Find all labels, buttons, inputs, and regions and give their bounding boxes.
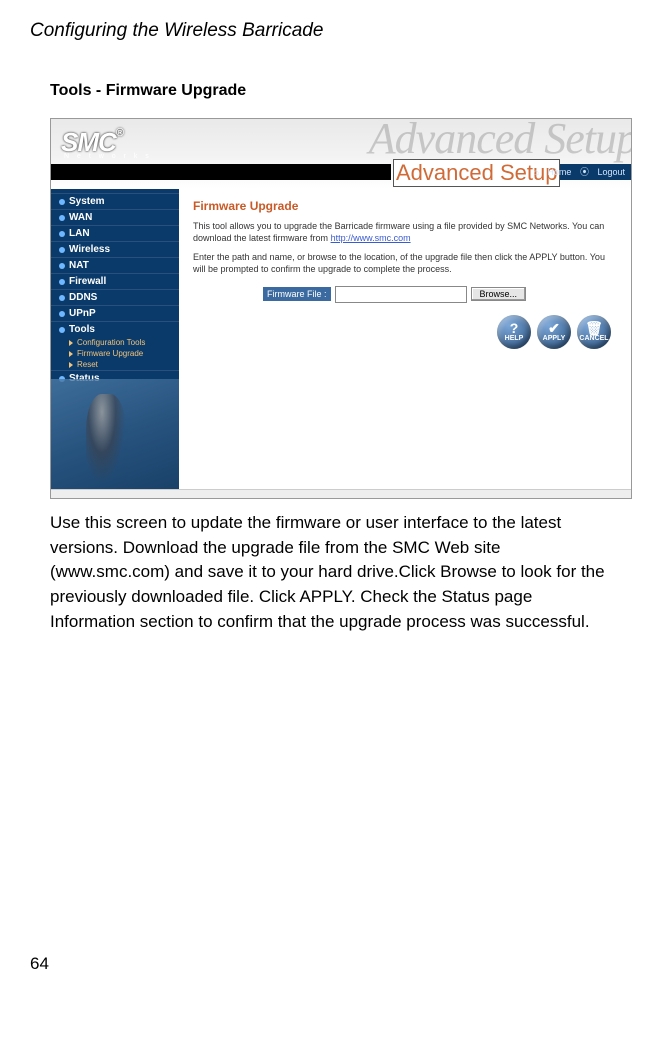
- nav-label: DDNS: [69, 292, 97, 303]
- nav-label: Wireless: [69, 244, 110, 255]
- sub-firmware-upgrade[interactable]: Firmware Upgrade: [51, 348, 179, 359]
- sub-config-tools[interactable]: Configuration Tools: [51, 337, 179, 348]
- nav-label: Tools: [69, 324, 95, 335]
- watermark-text: Advanced Setup: [369, 119, 631, 164]
- home-icon[interactable]: ⌂ Home: [533, 167, 571, 177]
- content-pane: Firmware Upgrade This tool allows you to…: [179, 189, 631, 489]
- smc-link[interactable]: http://www.smc.com: [331, 233, 411, 243]
- nav-firewall[interactable]: Firewall: [51, 273, 179, 289]
- help-icon: ?: [510, 321, 519, 335]
- logo-reg: ®: [116, 127, 123, 139]
- nav-upnp[interactable]: UPnP: [51, 305, 179, 321]
- black-banner: [51, 164, 391, 180]
- section-title: Tools - Firmware Upgrade: [50, 82, 617, 100]
- nav-label: Firewall: [69, 276, 106, 287]
- sidebar: System WAN LAN Wireless NAT Firewall DDN…: [51, 189, 179, 489]
- content-p1: This tool allows you to upgrade the Barr…: [193, 221, 617, 244]
- sub-label: Reset: [77, 360, 98, 369]
- cancel-button[interactable]: 🗑CANCEL: [577, 315, 611, 349]
- cancel-icon: 🗑: [585, 321, 603, 335]
- screenshot-body: System WAN LAN Wireless NAT Firewall DDN…: [51, 189, 631, 489]
- nav-tools[interactable]: Tools: [51, 321, 179, 337]
- content-p2: Enter the path and name, or browse to th…: [193, 252, 617, 275]
- apply-button[interactable]: ✔APPLY: [537, 315, 571, 349]
- nav-nat[interactable]: NAT: [51, 257, 179, 273]
- sidebar-image: [51, 379, 179, 489]
- action-buttons: ?HELP ✔APPLY 🗑CANCEL: [193, 315, 617, 349]
- apply-label: APPLY: [543, 335, 566, 342]
- home-link[interactable]: Home: [547, 167, 571, 177]
- firmware-file-label: Firmware File :: [263, 287, 331, 301]
- page-number: 64: [30, 954, 617, 974]
- browse-button[interactable]: Browse...: [471, 287, 527, 301]
- nav-wireless[interactable]: Wireless: [51, 241, 179, 257]
- logout-link[interactable]: Logout: [597, 167, 625, 177]
- nav-list: System WAN LAN Wireless NAT Firewall DDN…: [51, 189, 179, 386]
- help-button[interactable]: ?HELP: [497, 315, 531, 349]
- screenshot-bottom-strip: [51, 489, 631, 498]
- apply-icon: ✔: [548, 321, 560, 335]
- nav-wan[interactable]: WAN: [51, 209, 179, 225]
- nav-label: NAT: [69, 260, 89, 271]
- nav-ddns[interactable]: DDNS: [51, 289, 179, 305]
- firmware-file-input[interactable]: [335, 286, 467, 303]
- firmware-row: Firmware File : Browse...: [263, 286, 617, 303]
- nav-label: System: [69, 196, 105, 207]
- nav-label: UPnP: [69, 308, 96, 319]
- help-label: HELP: [505, 335, 524, 342]
- top-nav: ⌂ Home ⦿ Logout: [527, 165, 625, 178]
- content-heading: Firmware Upgrade: [193, 199, 617, 213]
- cancel-label: CANCEL: [579, 335, 608, 342]
- nav-system[interactable]: System: [51, 193, 179, 209]
- nav-label: WAN: [69, 212, 92, 223]
- page-header: Configuring the Wireless Barricade: [30, 20, 617, 42]
- logout-icon[interactable]: ⦿ Logout: [580, 167, 625, 177]
- router-screenshot: Advanced Setup SMC® N e t w o r k s Adva…: [50, 118, 632, 499]
- sub-label: Firmware Upgrade: [77, 349, 143, 358]
- sub-reset[interactable]: Reset: [51, 359, 179, 370]
- body-text: Use this screen to update the firmware o…: [50, 511, 617, 634]
- nav-lan[interactable]: LAN: [51, 225, 179, 241]
- sub-label: Configuration Tools: [77, 338, 145, 347]
- nav-label: LAN: [69, 228, 90, 239]
- screenshot-topbar: Advanced Setup SMC® N e t w o r k s Adva…: [51, 119, 631, 189]
- logo-subtext: N e t w o r k s: [64, 153, 152, 160]
